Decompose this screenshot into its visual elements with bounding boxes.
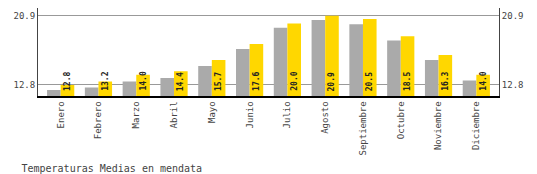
svg-text:12.8: 12.8 (502, 80, 524, 90)
svg-text:13.2: 13.2 (101, 71, 110, 90)
svg-text:Abril: Abril (169, 101, 179, 128)
svg-text:Agosto: Agosto (320, 101, 330, 134)
svg-text:Diciembre: Diciembre (471, 101, 481, 150)
svg-text:Octubre: Octubre (396, 101, 406, 139)
svg-text:Mayo: Mayo (207, 101, 217, 123)
svg-text:17.6: 17.6 (252, 71, 261, 90)
svg-text:20.5: 20.5 (365, 72, 374, 91)
svg-text:Febrero: Febrero (93, 101, 103, 139)
svg-text:Junio: Junio (245, 101, 255, 128)
svg-text:14.0: 14.0 (479, 71, 488, 90)
svg-text:14.4: 14.4 (176, 72, 185, 91)
svg-text:12.8: 12.8 (63, 72, 72, 91)
svg-text:15.7: 15.7 (214, 72, 223, 91)
svg-text:Enero: Enero (56, 101, 66, 128)
svg-text:Noviembre: Noviembre (433, 101, 443, 150)
svg-text:Julio: Julio (282, 101, 292, 128)
svg-text:Septiembre: Septiembre (358, 101, 368, 155)
svg-text:12.8: 12.8 (14, 80, 36, 90)
svg-text:14.0: 14.0 (139, 71, 148, 90)
svg-text:18.5: 18.5 (403, 72, 412, 91)
svg-text:Marzo: Marzo (131, 101, 141, 128)
svg-text:Temperaturas Medias en mendata: Temperaturas Medias en mendata (21, 163, 202, 174)
svg-text:20.9: 20.9 (327, 72, 336, 91)
svg-text:20.9: 20.9 (502, 11, 524, 21)
svg-text:20.9: 20.9 (14, 11, 36, 21)
svg-text:16.3: 16.3 (441, 71, 450, 90)
svg-text:20.0: 20.0 (290, 71, 299, 90)
